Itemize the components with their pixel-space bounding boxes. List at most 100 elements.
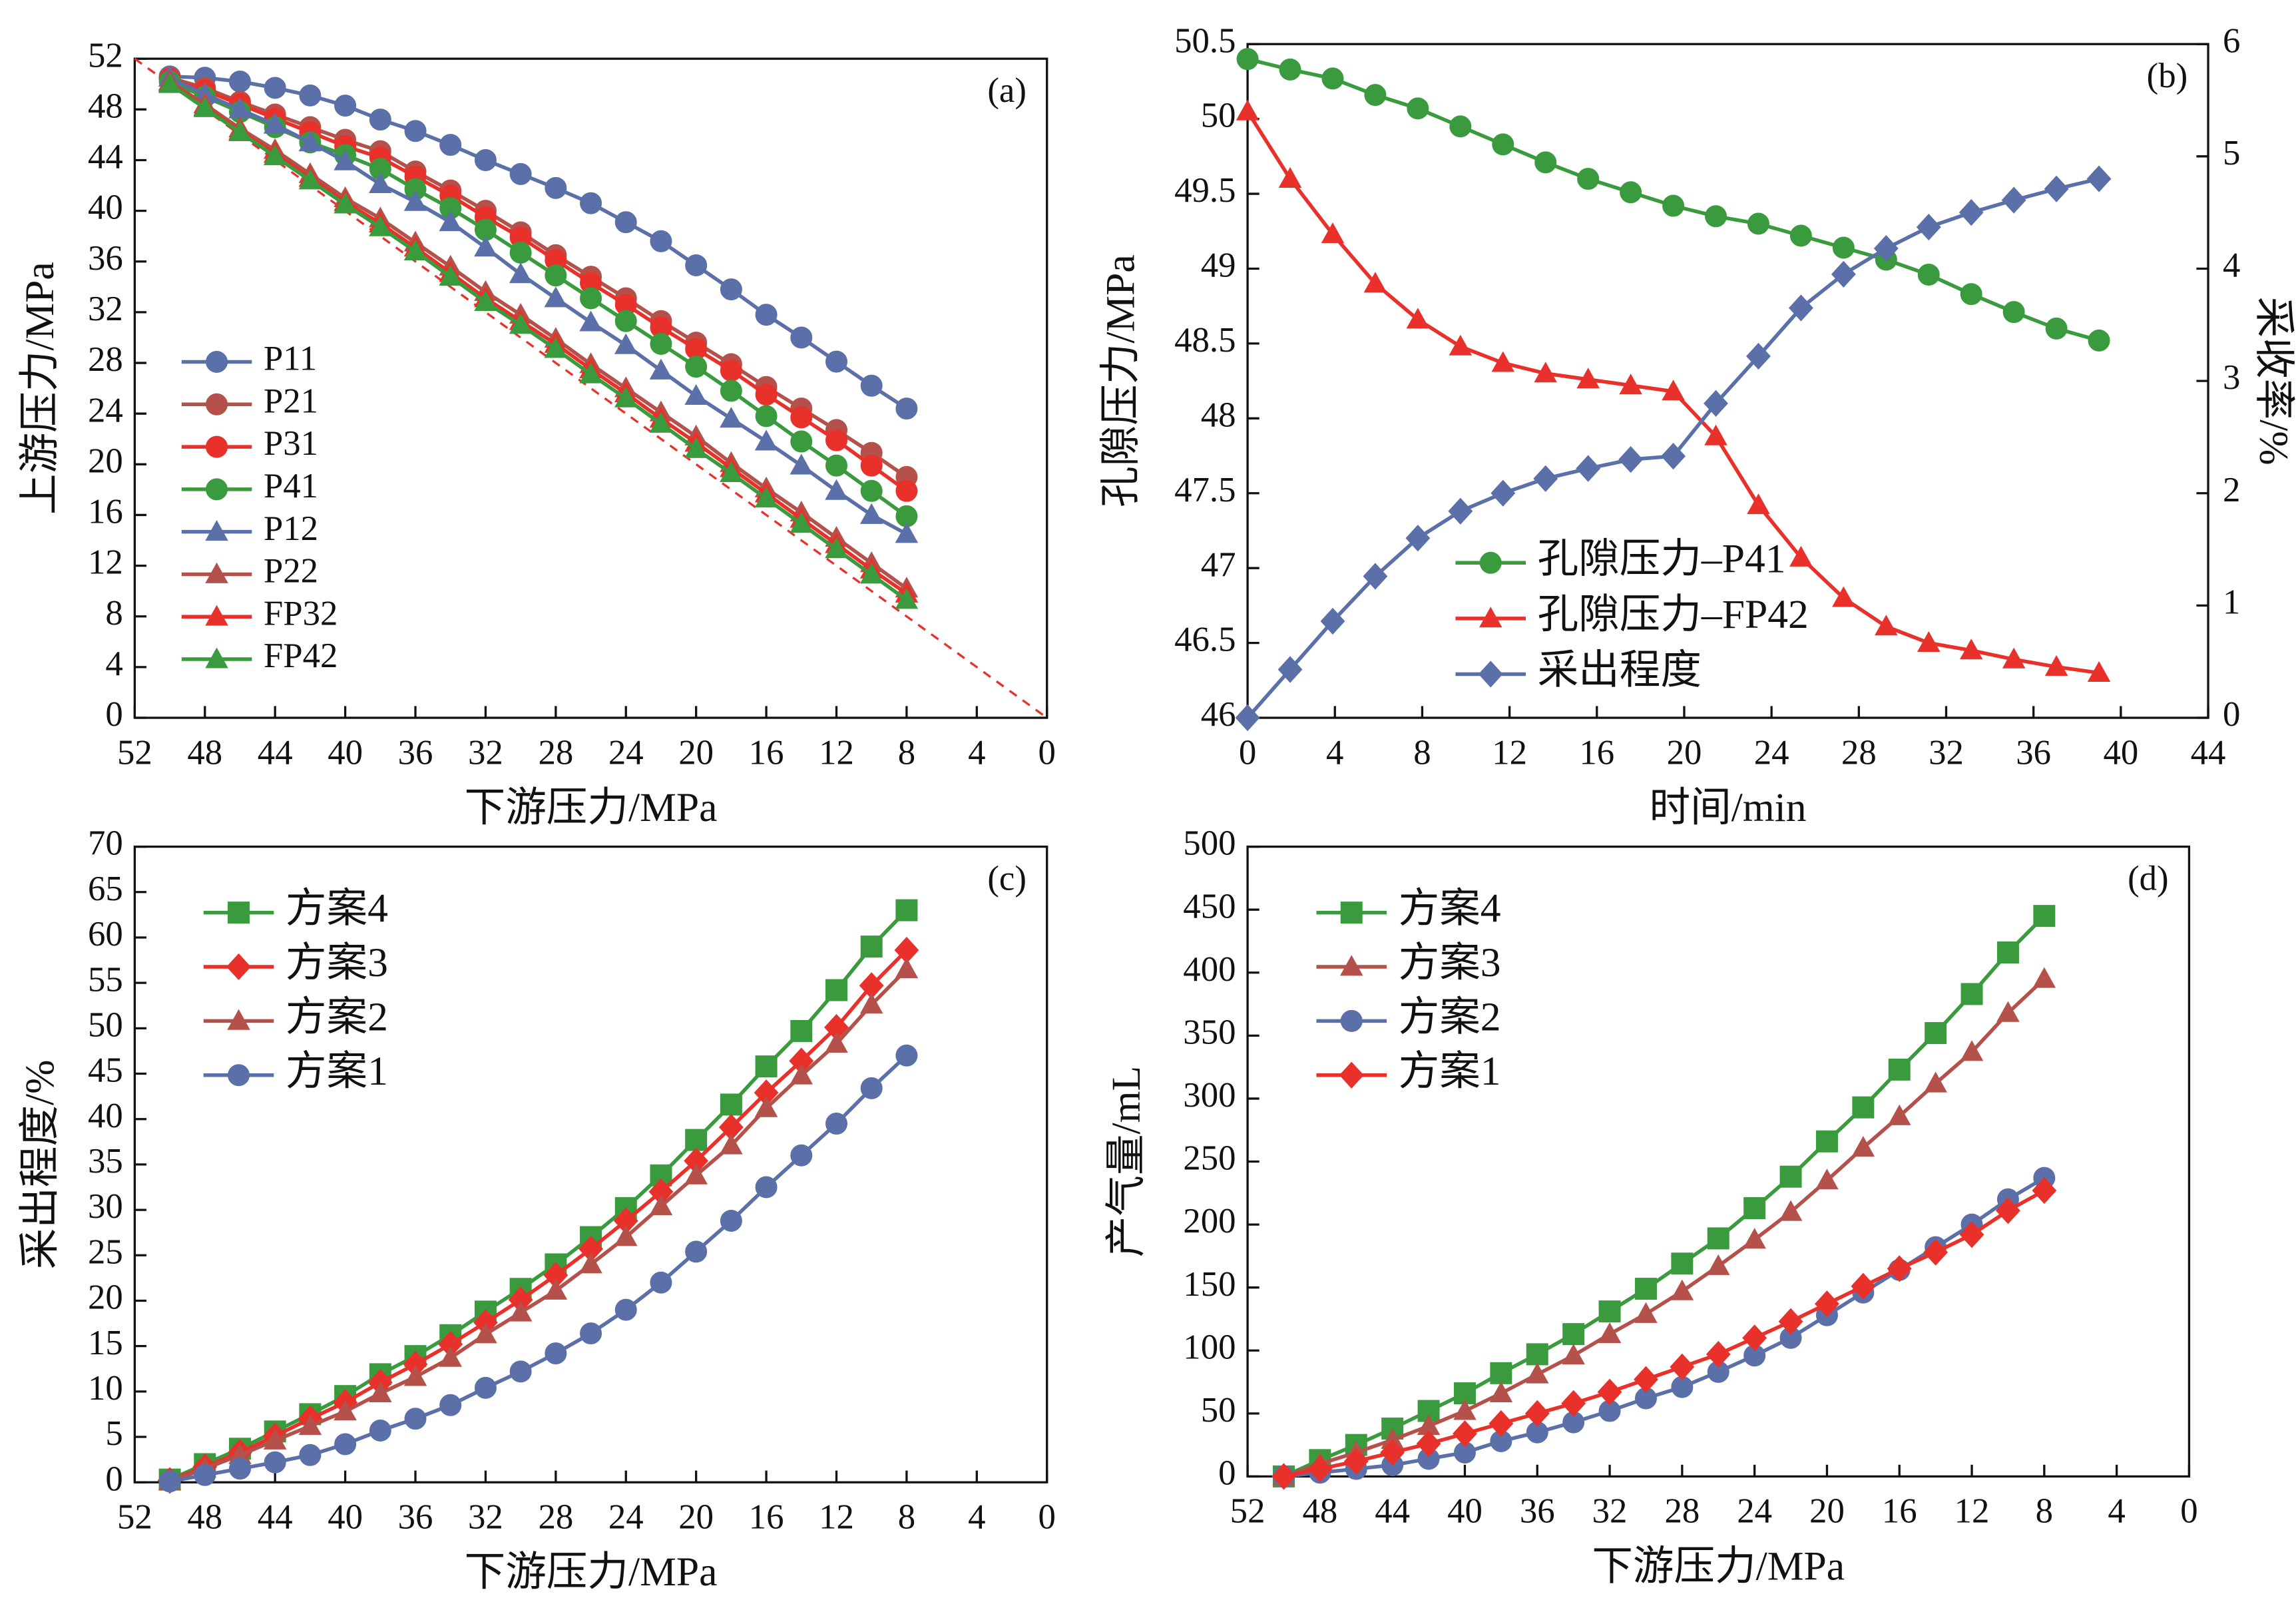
y-tick-label: 48.5 — [1174, 321, 1236, 360]
y-tick-label: 46 — [1201, 695, 1236, 734]
series-line — [169, 967, 908, 1483]
series-line — [168, 82, 908, 602]
data-point — [1577, 168, 1600, 190]
data-point — [1449, 334, 1473, 356]
series-line — [168, 909, 908, 1481]
data-point — [1598, 1322, 1622, 1344]
data-point — [334, 1433, 357, 1456]
data-point — [1851, 1272, 1876, 1300]
data-point — [228, 120, 252, 142]
data-point — [474, 1376, 497, 1399]
data-point — [1524, 1400, 1550, 1427]
x-tick-label: 36 — [1520, 1492, 1555, 1531]
y-tick-label: 47.5 — [1174, 471, 1236, 509]
data-point — [1873, 235, 1899, 262]
data-point — [1363, 272, 1387, 293]
data-point — [720, 380, 742, 402]
data-point — [299, 84, 322, 107]
y-tick-label: 15 — [88, 1324, 123, 1362]
data-point — [895, 588, 919, 609]
legend-label: 方案1 — [286, 1049, 388, 1094]
data-point — [1380, 1439, 1405, 1466]
data-point — [684, 1163, 708, 1185]
x-tick-label: 48 — [187, 733, 222, 772]
data-point — [1236, 99, 1260, 121]
data-point — [369, 1381, 392, 1402]
data-point — [825, 1113, 847, 1135]
data-point — [1321, 67, 1344, 90]
data-point — [474, 1322, 497, 1344]
legend-label: 方案3 — [1399, 940, 1501, 985]
y-tick-label: 49 — [1201, 246, 1236, 285]
y-tick-label: 8 — [105, 594, 122, 633]
data-point — [1525, 1362, 1549, 1384]
y-tick-label: 48 — [88, 87, 123, 125]
x-tick-label: 36 — [398, 733, 433, 772]
data-point — [790, 1063, 813, 1085]
legend-marker — [227, 1009, 250, 1030]
legend-marker — [1340, 1009, 1363, 1032]
x-tick-label: 28 — [1841, 733, 1877, 772]
legend-marker — [1340, 902, 1363, 924]
x-axis-label: 下游压力/MPa — [465, 785, 718, 830]
y-tick-label: 20 — [88, 441, 123, 480]
data-point — [439, 264, 462, 286]
legend-marker — [206, 478, 228, 501]
data-point — [720, 1209, 742, 1232]
data-point — [895, 398, 918, 420]
data-point — [193, 96, 217, 117]
y2-tick-label: 3 — [2223, 358, 2240, 397]
data-point — [194, 1464, 216, 1486]
x-tick-label: 28 — [1664, 1492, 1700, 1531]
legend-label: P21 — [264, 382, 318, 420]
data-point — [649, 411, 673, 433]
x-tick-label: 0 — [1038, 733, 1056, 772]
x-axis-label: 下游压力/MPa — [1592, 1543, 1845, 1589]
data-point — [1670, 1279, 1694, 1300]
data-point — [1453, 1399, 1477, 1420]
x-tick-label: 0 — [2180, 1492, 2197, 1531]
data-point — [825, 979, 847, 1001]
data-point — [1406, 308, 1430, 329]
y-tick-label: 450 — [1183, 887, 1236, 926]
data-point — [895, 957, 919, 979]
y-tick-label: 4 — [105, 645, 122, 683]
data-point — [1562, 1323, 1585, 1346]
data-point — [1704, 424, 1727, 445]
data-point — [790, 512, 813, 533]
legend-marker — [228, 1064, 250, 1087]
data-point — [1832, 586, 1855, 607]
data-point — [334, 95, 357, 117]
y2-tick-label: 6 — [2223, 21, 2240, 60]
x-tick-label: 16 — [749, 1498, 784, 1537]
data-point — [754, 429, 778, 451]
data-point — [650, 332, 672, 355]
x-tick-label: 32 — [1929, 733, 1964, 772]
x-tick-label: 4 — [968, 1498, 985, 1537]
data-point — [895, 522, 919, 543]
data-point — [580, 1322, 602, 1345]
legend-label: 方案3 — [286, 940, 388, 985]
data-point — [2087, 661, 2111, 682]
data-point — [509, 1300, 533, 1322]
data-point — [579, 310, 602, 332]
x-tick-label: 40 — [328, 733, 363, 772]
data-point — [1364, 84, 1387, 107]
legend-label: P12 — [264, 509, 318, 548]
y-tick-label: 400 — [1183, 950, 1236, 989]
data-point — [895, 899, 918, 922]
legend-marker — [1478, 661, 1503, 688]
data-point — [684, 437, 708, 458]
data-point — [755, 1055, 778, 1078]
data-point — [825, 454, 847, 477]
x-tick-label: 12 — [819, 1498, 854, 1537]
series-line — [169, 75, 908, 410]
data-point — [1489, 1381, 1513, 1402]
data-point — [1707, 1227, 1729, 1250]
data-point — [1661, 442, 1686, 470]
y-tick-label: 20 — [88, 1278, 123, 1317]
y-tick-label: 36 — [88, 239, 123, 278]
data-point — [1533, 465, 1558, 492]
